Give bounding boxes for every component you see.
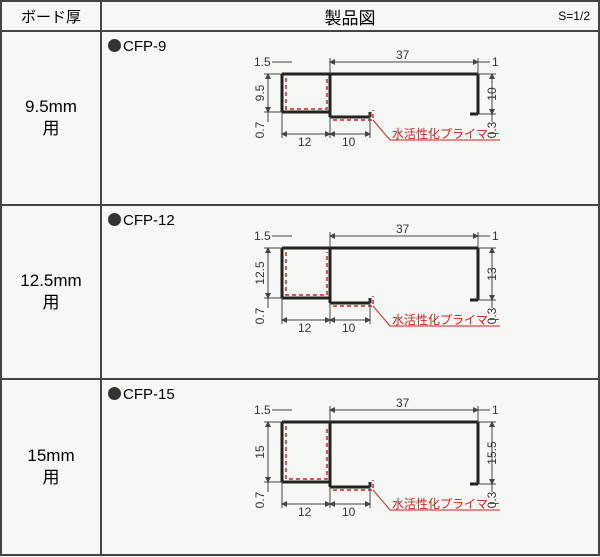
rows-container: 9.5mm 用 CFP-9 xyxy=(2,32,598,554)
svg-text:37: 37 xyxy=(396,48,410,62)
svg-text:0.7: 0.7 xyxy=(253,121,267,138)
thickness-value: 12.5mm xyxy=(20,270,81,292)
scale-label: S=1/2 xyxy=(558,9,590,23)
row-diagram: CFP-12 1.5 37 xyxy=(102,206,598,378)
svg-text:37: 37 xyxy=(396,396,410,410)
svg-text:水活性化プライマー: 水活性化プライマー xyxy=(392,127,500,141)
svg-text:10: 10 xyxy=(342,135,356,149)
product-code: CFP-15 xyxy=(108,386,175,403)
svg-text:10: 10 xyxy=(342,321,356,335)
header-row: ボード厚 製品図 S=1/2 xyxy=(2,2,598,32)
thickness-suffix: 用 xyxy=(43,118,60,140)
thickness-suffix: 用 xyxy=(43,292,60,314)
svg-text:10: 10 xyxy=(485,87,499,101)
svg-text:1: 1 xyxy=(492,403,499,417)
svg-text:1.5: 1.5 xyxy=(254,55,271,69)
svg-text:12: 12 xyxy=(298,135,312,149)
product-code: CFP-12 xyxy=(108,212,175,229)
svg-text:水活性化プライマー: 水活性化プライマー xyxy=(392,313,500,327)
thickness-suffix: 用 xyxy=(43,467,60,489)
svg-text:0.7: 0.7 xyxy=(253,307,267,324)
svg-text:1.5: 1.5 xyxy=(254,403,271,417)
svg-text:1: 1 xyxy=(492,55,499,69)
svg-text:9.5: 9.5 xyxy=(253,84,267,101)
row-label: 9.5mm 用 xyxy=(2,32,102,204)
svg-text:37: 37 xyxy=(396,222,410,236)
row-label: 15mm 用 xyxy=(2,380,102,554)
svg-text:15.5: 15.5 xyxy=(485,441,499,465)
svg-text:0.7: 0.7 xyxy=(253,491,267,508)
row-diagram: CFP-15 1.5 37 xyxy=(102,380,598,554)
row-diagram: CFP-9 1.5 37 xyxy=(102,32,598,204)
svg-text:水活性化プライマー: 水活性化プライマー xyxy=(392,497,500,511)
svg-text:10: 10 xyxy=(342,505,356,519)
spec-sheet: ボード厚 製品図 S=1/2 9.5mm 用 CFP-9 xyxy=(0,0,600,556)
spec-row: 9.5mm 用 CFP-9 xyxy=(2,32,598,206)
header-title: 製品図 xyxy=(325,4,376,29)
product-code: CFP-9 xyxy=(108,38,166,55)
svg-text:15: 15 xyxy=(253,445,267,459)
profile-drawing: 1.5 37 1 15 0.7 12 10 15.5 0.3 xyxy=(222,392,552,557)
svg-text:12: 12 xyxy=(298,505,312,519)
thickness-value: 15mm xyxy=(27,445,74,467)
spec-row: 15mm 用 CFP-15 xyxy=(2,380,598,554)
thickness-value: 9.5mm xyxy=(25,96,77,118)
header-right: 製品図 S=1/2 xyxy=(102,2,598,30)
svg-text:1.5: 1.5 xyxy=(254,229,271,243)
spec-row: 12.5mm 用 CFP-12 xyxy=(2,206,598,380)
header-left: ボード厚 xyxy=(2,2,102,30)
svg-text:1: 1 xyxy=(492,229,499,243)
bullet-icon xyxy=(108,39,121,52)
row-label: 12.5mm 用 xyxy=(2,206,102,378)
profile-drawing: 1.5 37 1 9.5 0.7 12 10 10 0.3 xyxy=(222,44,552,209)
profile-drawing: 1.5 37 1 12.5 0.7 12 10 13 0.3 xyxy=(222,218,552,383)
svg-text:12: 12 xyxy=(298,321,312,335)
bullet-icon xyxy=(108,213,121,226)
svg-text:12.5: 12.5 xyxy=(253,261,267,285)
bullet-icon xyxy=(108,387,121,400)
svg-text:13: 13 xyxy=(485,267,499,281)
